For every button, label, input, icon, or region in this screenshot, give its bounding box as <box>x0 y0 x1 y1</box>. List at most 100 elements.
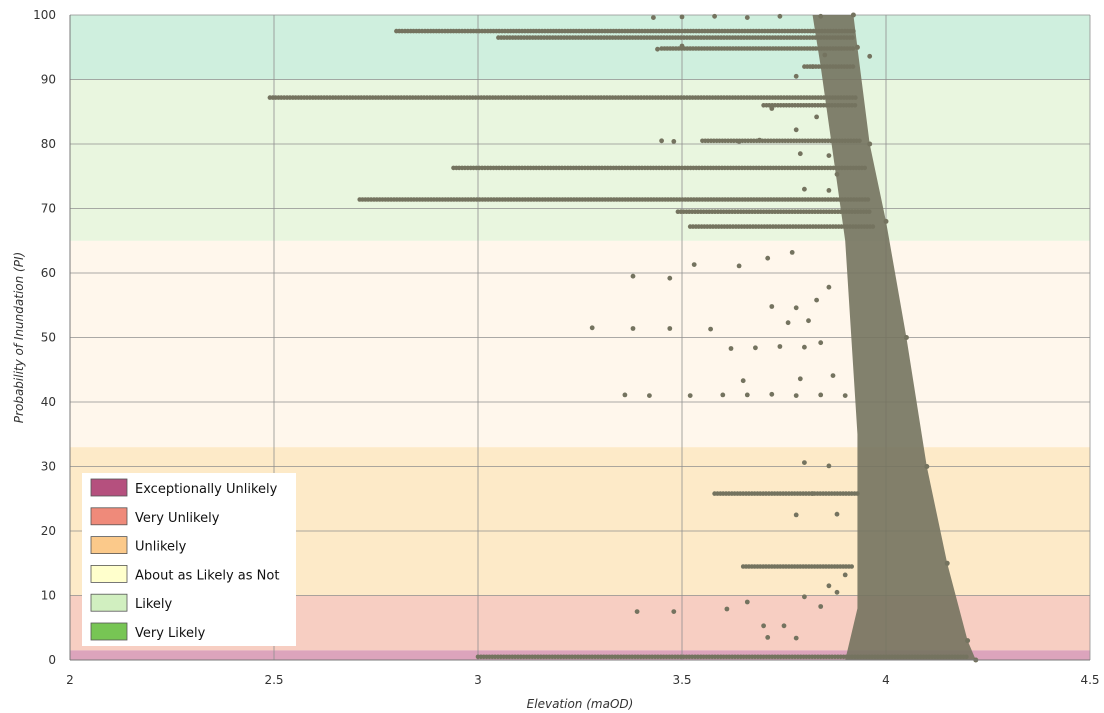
data-point <box>765 255 771 261</box>
legend-label: Very Likely <box>135 626 206 641</box>
x-tick-label: 4.5 <box>1080 673 1099 687</box>
y-tick-label: 80 <box>41 137 56 151</box>
data-point <box>634 609 640 614</box>
data-point <box>781 623 787 629</box>
x-axis-label: Elevation (maOD) <box>527 697 634 711</box>
data-point <box>793 305 799 311</box>
data-point <box>834 511 840 517</box>
x-tick-label: 4 <box>882 673 890 687</box>
data-point <box>785 320 791 326</box>
x-tick-label: 2.5 <box>264 673 283 687</box>
data-point <box>671 609 677 614</box>
data-point <box>651 15 656 20</box>
x-tick-label: 2 <box>66 673 74 687</box>
y-tick-label: 10 <box>41 589 56 603</box>
data-point <box>826 463 832 469</box>
data-point <box>814 114 819 120</box>
data-point <box>761 623 766 629</box>
x-tick-labels: 2 2.5 3 3.5 4 4.5 <box>66 673 1099 687</box>
data-point <box>757 137 762 143</box>
data-point <box>622 392 628 398</box>
y-tick-label: 70 <box>41 202 56 216</box>
data-point <box>826 153 832 159</box>
data-point <box>818 604 824 609</box>
data-point <box>712 13 717 19</box>
data-point <box>797 151 803 157</box>
data-point <box>818 392 824 398</box>
data-point <box>724 606 730 612</box>
data-point <box>826 188 832 193</box>
y-axis-label: Probability of Inundation (PI) <box>12 252 26 423</box>
y-tick-label: 50 <box>41 331 56 345</box>
boundary-series <box>812 15 976 660</box>
legend-label: Very Unlikely <box>135 511 220 526</box>
legend-swatch <box>90 622 128 641</box>
band-very-likely <box>70 15 1090 80</box>
data-point <box>810 64 815 69</box>
data-point <box>797 376 803 382</box>
data-point <box>630 326 636 331</box>
data-point <box>691 262 697 267</box>
data-point <box>589 325 595 331</box>
data-point <box>728 346 734 351</box>
data-point <box>802 594 807 600</box>
data-point <box>867 53 873 59</box>
legend: Exceptionally Unlikely Very Unlikely Unlik… <box>82 473 296 646</box>
y-tick-label: 40 <box>41 395 56 409</box>
legend-box <box>82 473 296 646</box>
data-point <box>769 106 775 111</box>
boundary-point <box>883 218 889 224</box>
boundary-point <box>867 141 873 147</box>
data-point <box>659 138 664 144</box>
y-tick-label: 0 <box>48 653 56 667</box>
data-point <box>744 15 750 20</box>
data-point <box>765 635 771 640</box>
band-likely <box>70 79 1090 241</box>
data-point <box>671 139 677 144</box>
data-point <box>769 304 775 309</box>
data-point <box>720 392 726 398</box>
boundary-wedge <box>812 12 979 663</box>
data-point <box>802 460 807 465</box>
legend-swatch <box>90 593 128 612</box>
data-point <box>842 393 848 398</box>
band-about-as-likely-as-not <box>70 240 1090 448</box>
legend-swatch <box>90 507 128 526</box>
data-point <box>647 393 652 398</box>
x-tick-label: 3.5 <box>672 673 691 687</box>
data-point <box>679 14 685 20</box>
data-point <box>744 392 750 398</box>
data-point <box>736 263 742 269</box>
data-point <box>769 391 775 397</box>
data-point <box>814 297 819 303</box>
data-point <box>802 344 807 350</box>
data-point <box>667 275 673 281</box>
data-point <box>834 589 840 595</box>
legend-label: About as Likely as Not <box>135 568 279 583</box>
y-tick-labels: 0 10 20 30 40 50 60 70 80 90 100 <box>33 8 56 667</box>
data-point <box>802 186 807 192</box>
y-tick-label: 30 <box>41 460 56 474</box>
data-point <box>667 326 673 331</box>
x-tick-label: 3 <box>474 673 482 687</box>
legend-swatch <box>90 536 128 554</box>
legend-label: Likely <box>135 597 173 612</box>
boundary-point <box>850 12 856 18</box>
legend-label: Unlikely <box>135 540 187 555</box>
data-point <box>810 491 815 496</box>
data-point <box>777 13 783 19</box>
data-point <box>687 393 693 398</box>
data-point <box>826 284 832 290</box>
data-point <box>655 46 660 52</box>
boundary-point <box>924 464 930 469</box>
boundary-point <box>965 638 971 644</box>
data-point <box>744 599 750 605</box>
legend-swatch <box>90 565 128 583</box>
data-point <box>793 127 799 133</box>
y-tick-label: 60 <box>41 266 56 280</box>
data-point <box>708 326 713 332</box>
data-point <box>849 564 854 569</box>
data-point <box>630 273 636 279</box>
boundary-point <box>903 335 909 340</box>
